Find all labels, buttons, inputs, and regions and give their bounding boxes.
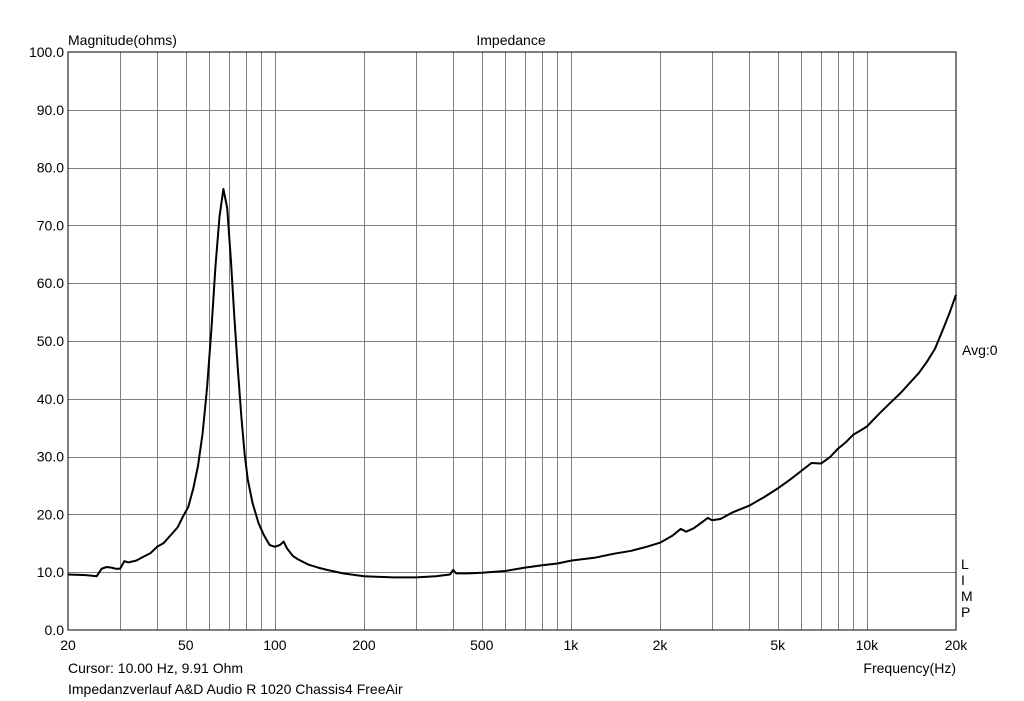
x-tick-label-8: 10k (856, 637, 880, 653)
avg-label: Avg:0 (962, 342, 998, 358)
y-tick-label-5: 50.0 (37, 333, 64, 349)
y-tick-label-6: 60.0 (37, 275, 64, 291)
x-tick-label-6: 2k (653, 637, 669, 653)
y-tick-label-2: 20.0 (37, 506, 64, 522)
x-tick-label-7: 5k (770, 637, 786, 653)
limp-letter-l: L (961, 556, 969, 572)
y-tick-label-8: 80.0 (37, 160, 64, 176)
chart-caption: Impedanzverlauf A&D Audio R 1020 Chassis… (68, 681, 403, 697)
x-tick-label-0: 20 (60, 637, 76, 653)
limp-letter-m: M (961, 588, 973, 604)
y-tick-labels: 0.0 10.0 20.0 30.0 40.0 50.0 60.0 70.0 80.0 90.0 1… (29, 44, 64, 638)
x-tick-label-3: 200 (352, 637, 376, 653)
y-axis-label: Magnitude(ohms) (68, 32, 177, 48)
impedance-curve (67, 188, 957, 579)
y-tick-label-9: 90.0 (37, 102, 64, 118)
limp-letter-i: I (961, 572, 965, 588)
x-axis-label: Frequency(Hz) (863, 660, 956, 676)
x-tick-label-5: 1k (563, 637, 579, 653)
y-tick-label-10: 100.0 (29, 44, 64, 60)
chart-title: Impedance (476, 32, 545, 48)
cursor-readout: Cursor: 10.00 Hz, 9.91 Ohm (68, 660, 244, 676)
x-tick-label-1: 50 (178, 637, 194, 653)
grid-lines (68, 52, 956, 630)
plot-frame (67, 51, 957, 631)
y-tick-label-3: 30.0 (37, 449, 64, 465)
y-tick-label-7: 70.0 (37, 217, 64, 233)
y-tick-label-1: 10.0 (37, 564, 64, 580)
x-tick-label-2: 100 (263, 637, 287, 653)
x-tick-labels: 20 50 100 200 500 1k 2k 5k 10k 20k (60, 637, 968, 653)
x-tick-label-9: 20k (945, 637, 969, 653)
y-tick-label-4: 40.0 (37, 391, 64, 407)
x-tick-label-4: 500 (470, 637, 494, 653)
limp-letter-p: P (961, 604, 971, 620)
y-tick-label-0: 0.0 (45, 622, 65, 638)
